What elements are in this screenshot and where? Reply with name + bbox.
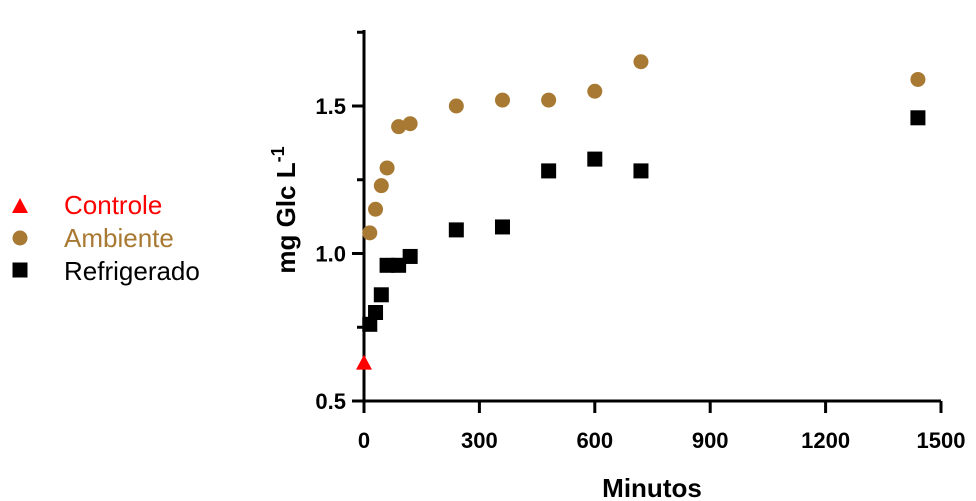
ambiente-point: [910, 71, 926, 87]
x-tick-label: 300: [461, 428, 498, 453]
refrigerado-point: [373, 287, 389, 303]
refrigerado-point: [402, 248, 418, 264]
ambiente-point: [362, 225, 378, 241]
legend-item-controle: Controle: [12, 190, 162, 220]
legend-circle-marker: [12, 230, 28, 246]
ambiente-point: [402, 116, 418, 132]
refrigerado-point: [494, 219, 510, 235]
y-axis-title-main: mg Glc L: [271, 162, 301, 273]
ambiente-point: [633, 54, 649, 70]
axes: [362, 30, 941, 403]
ambiente-point: [379, 160, 395, 176]
y-axis-ticks: 0.5 1.0 1.5: [315, 30, 364, 414]
refrigerado-point: [391, 257, 407, 273]
x-axis-title: Minutos: [602, 473, 702, 501]
legend-label-ambiente: Ambiente: [64, 223, 174, 253]
legend-item-ambiente: Ambiente: [12, 223, 174, 253]
ambiente-point: [368, 201, 384, 217]
refrigerado-point: [362, 316, 378, 332]
y-axis-title-superscript: -1: [268, 146, 288, 162]
legend: Controle Ambiente Refrigerado: [12, 190, 200, 286]
y-tick-label: 1.0: [315, 242, 346, 267]
refrigerado-point: [368, 305, 384, 320]
ambiente-point: [541, 92, 557, 108]
legend-triangle-marker: [12, 198, 28, 213]
y-tick-label: 1.5: [315, 94, 346, 119]
refrigerado-point: [448, 222, 464, 238]
refrigerado-point: [633, 163, 649, 179]
legend-label-refrigerado: Refrigerado: [64, 256, 200, 286]
x-tick-label: 600: [576, 428, 613, 453]
controle-point: [356, 354, 372, 370]
refrigerado-point: [587, 151, 603, 167]
legend-item-refrigerado: Refrigerado: [12, 256, 200, 286]
data-points: [356, 54, 926, 370]
y-axis-title: mg Glc L-1: [268, 146, 301, 273]
y-tick-label: 0.5: [315, 389, 346, 414]
legend-square-marker: [12, 262, 28, 278]
x-tick-label: 900: [692, 428, 729, 453]
ambiente-point: [373, 178, 389, 194]
ambiente-point: [494, 92, 510, 108]
x-tick-label: 1200: [801, 428, 850, 453]
refrigerado-point: [379, 257, 395, 273]
legend-label-controle: Controle: [64, 190, 162, 220]
refrigerado-point: [910, 110, 926, 126]
x-tick-label: 0: [358, 428, 370, 453]
refrigerado-point: [541, 163, 557, 179]
x-tick-label: 1500: [917, 428, 966, 453]
ambiente-point: [391, 119, 407, 135]
ambiente-point: [587, 83, 603, 99]
x-axis-ticks: 0 300 600 900 1200 1500: [358, 401, 966, 453]
ambiente-point: [448, 98, 464, 114]
